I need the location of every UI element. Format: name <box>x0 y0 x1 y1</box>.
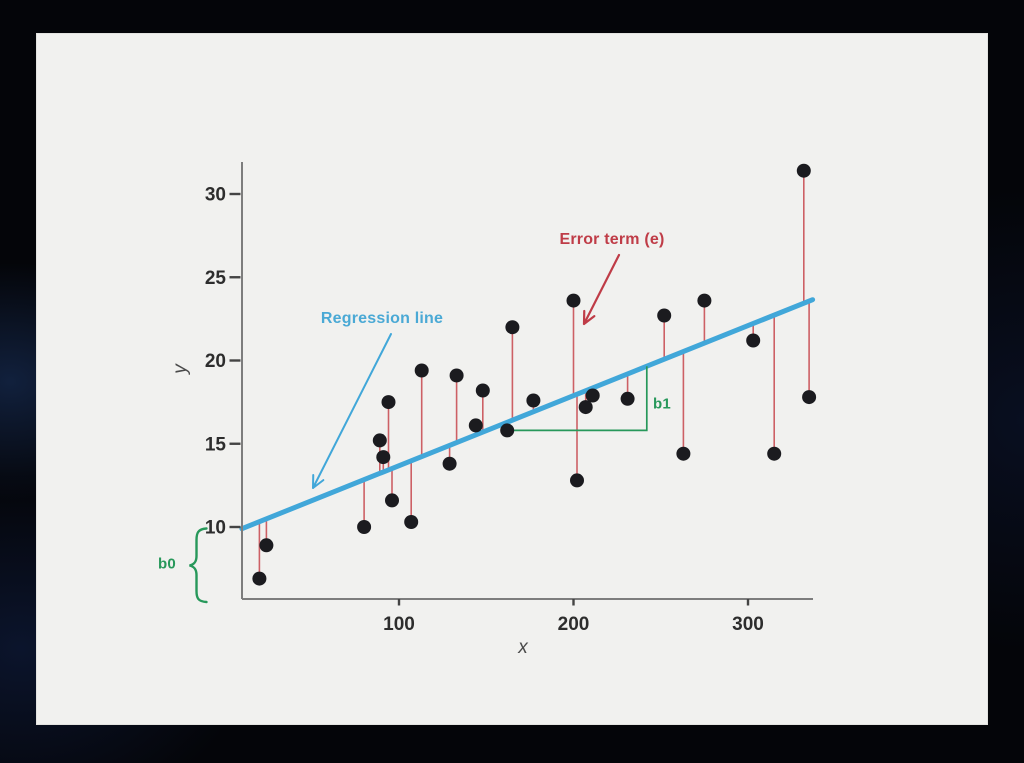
data-point <box>357 520 372 534</box>
b1-slope-bracket <box>507 366 648 432</box>
data-point <box>746 333 761 348</box>
y-tick-label: 20 <box>205 351 226 372</box>
b1-slope-label: b1 <box>653 395 671 413</box>
data-point <box>697 293 712 308</box>
data-point <box>570 473 584 488</box>
error-term-label: Error term (e) <box>559 231 665 248</box>
axis-spines <box>241 162 813 600</box>
data-point <box>252 571 267 586</box>
x-tick-label: 200 <box>558 614 590 635</box>
data-point <box>767 446 782 461</box>
x-axis-title: x <box>518 637 528 658</box>
data-point <box>676 446 691 461</box>
data-point <box>802 390 817 405</box>
data-point <box>259 538 274 553</box>
data-point <box>381 395 396 410</box>
data-point <box>414 363 429 378</box>
data-point <box>505 320 520 335</box>
error-label-arrow <box>582 253 621 326</box>
regression-line-label: Regression line <box>320 310 444 327</box>
y-tick-label: 10 <box>205 518 226 539</box>
data-point <box>449 368 464 383</box>
data-point <box>585 388 600 403</box>
data-point <box>385 493 399 508</box>
data-point <box>796 163 811 178</box>
x-tick-label: 300 <box>732 614 764 635</box>
data-point <box>372 433 387 448</box>
data-point <box>657 308 672 323</box>
data-point <box>468 418 483 433</box>
data-point <box>526 393 541 408</box>
data-point <box>404 515 419 529</box>
data-point <box>376 450 391 465</box>
y-tick-label: 25 <box>205 268 227 289</box>
data-point <box>578 400 593 415</box>
regression-line <box>239 297 816 532</box>
y-tick-label: 15 <box>205 434 227 455</box>
regression-label-arrow <box>312 333 392 489</box>
data-point <box>500 423 515 438</box>
data-point <box>620 391 635 406</box>
b0-intercept-label: b0 <box>158 555 176 573</box>
y-axis-title: y <box>170 364 191 374</box>
x-tick-label: 100 <box>383 614 415 635</box>
data-point <box>566 293 581 308</box>
data-point <box>475 383 490 398</box>
data-point <box>442 456 457 471</box>
b0-intercept-brace <box>189 527 208 604</box>
y-tick-label: 30 <box>205 185 226 206</box>
